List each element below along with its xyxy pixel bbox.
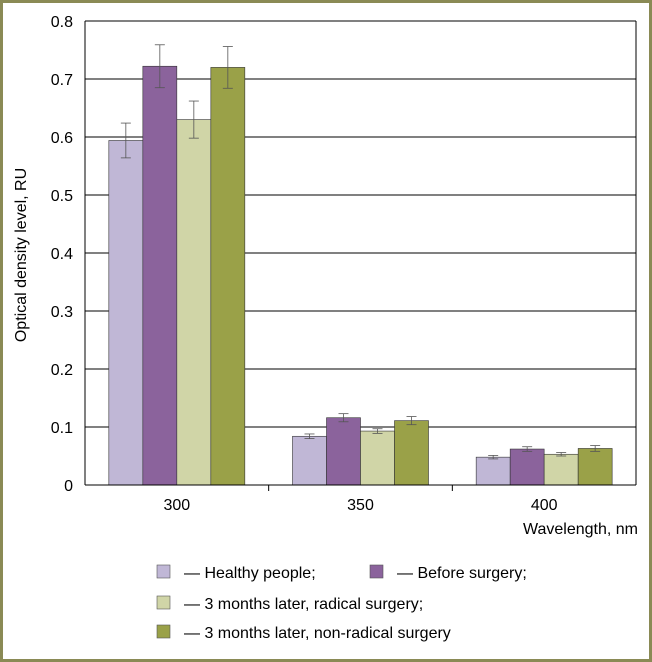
y-tick-label: 0.6 (51, 130, 73, 147)
bar (176, 119, 212, 486)
legend-swatch (156, 624, 171, 639)
legend-label: — Healthy people; (184, 565, 316, 582)
x-tick-label: 400 (531, 497, 558, 514)
legend-swatch (369, 564, 384, 579)
bar (108, 140, 144, 486)
y-tick-label: 0.7 (51, 72, 73, 89)
error-bars-layer (120, 44, 601, 460)
bar (142, 65, 178, 486)
bars-layer (108, 65, 613, 486)
y-tick-labels: 0 0.1 0.2 0.3 0.4 0.5 0.6 0.7 0.8 (51, 14, 73, 495)
y-tick-label: 0.3 (51, 304, 73, 321)
bar (326, 417, 361, 486)
legend-label: — Before surgery; (397, 565, 527, 582)
x-axis-title: Wavelength, nm (523, 521, 638, 538)
y-tick-label: 0.2 (51, 362, 73, 379)
y-axis-title: Optical density level, RU (13, 168, 30, 342)
bar (292, 435, 327, 486)
x-tick-labels: 300 350 400 (163, 497, 557, 514)
legend-swatch (156, 595, 171, 610)
legend-label: — 3 months later, radical surgery; (184, 596, 423, 613)
y-tick-label: 0.8 (51, 14, 73, 31)
bar (360, 430, 395, 486)
bar (543, 453, 579, 486)
bar (210, 67, 246, 486)
axes (84, 20, 637, 491)
bar (509, 448, 545, 486)
legend: — Healthy people; — Before surgery; — 3 mo… (156, 564, 527, 642)
x-tick-label: 350 (347, 497, 374, 514)
legend-label: — 3 months later, non-radical surgery (184, 625, 451, 642)
y-tick-label: 0.4 (51, 246, 73, 263)
bar (475, 456, 511, 486)
legend-swatch (156, 564, 171, 579)
bar (577, 448, 613, 486)
y-tick-label: 0.1 (51, 420, 73, 437)
bar (394, 420, 429, 486)
x-tick-label: 300 (163, 497, 190, 514)
y-tick-label: 0 (64, 478, 73, 495)
y-tick-label: 0.5 (51, 188, 73, 205)
